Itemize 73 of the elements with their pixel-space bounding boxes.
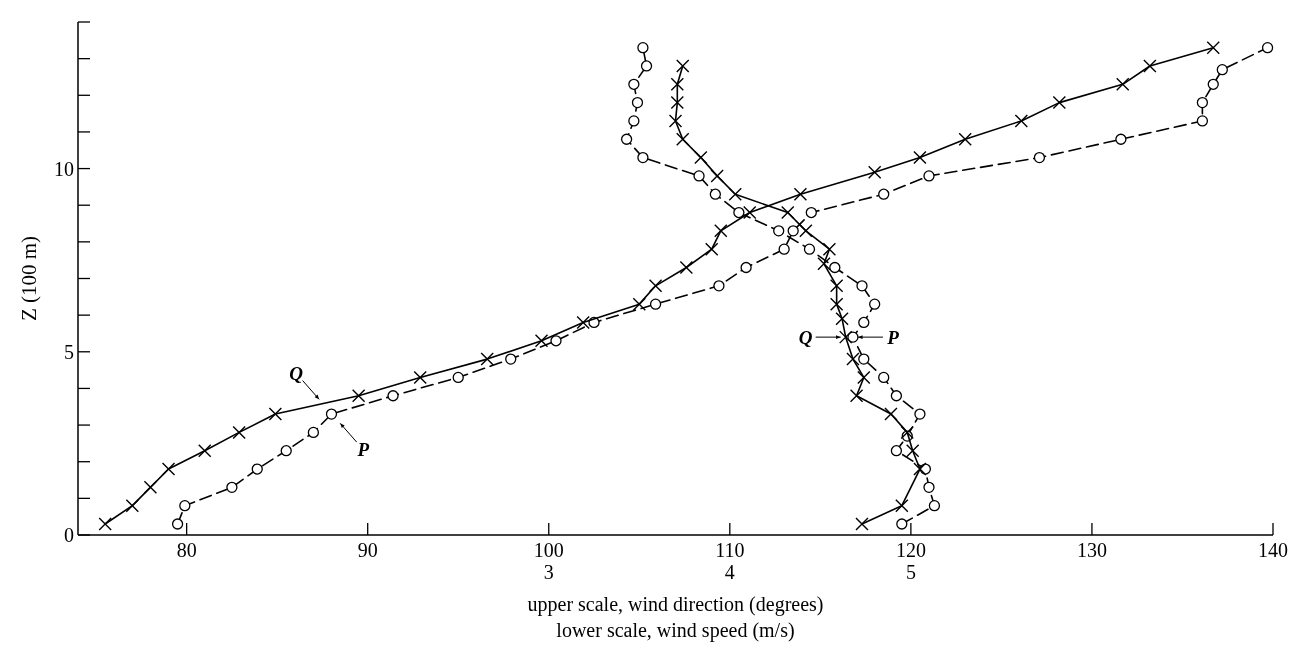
point bbox=[805, 206, 817, 219]
point bbox=[576, 315, 590, 330]
point bbox=[1196, 115, 1209, 127]
point bbox=[743, 205, 757, 220]
y-tick-label: 5 bbox=[64, 340, 74, 363]
point bbox=[740, 261, 752, 274]
point bbox=[1207, 78, 1219, 90]
point bbox=[251, 463, 263, 475]
x2-tick-label: 3 bbox=[543, 561, 554, 583]
point bbox=[125, 498, 140, 513]
point bbox=[98, 517, 112, 531]
point bbox=[867, 165, 882, 179]
point bbox=[1052, 95, 1067, 110]
point bbox=[161, 462, 176, 476]
point bbox=[913, 150, 927, 165]
x-tick-label: 100 bbox=[533, 539, 564, 561]
point bbox=[307, 426, 320, 439]
point bbox=[713, 280, 725, 292]
point bbox=[413, 370, 427, 385]
point bbox=[387, 390, 399, 402]
point bbox=[1115, 133, 1127, 145]
point bbox=[1143, 59, 1157, 73]
x-tick-label: 130 bbox=[1076, 539, 1107, 561]
y-tick-label: 10 bbox=[54, 157, 74, 180]
annotation: P bbox=[886, 326, 900, 348]
point bbox=[1261, 42, 1274, 54]
point bbox=[1196, 96, 1209, 109]
point bbox=[787, 225, 799, 237]
annotation: Q bbox=[289, 362, 304, 384]
point bbox=[649, 298, 662, 310]
point bbox=[878, 188, 890, 200]
y-axis-title: Z (100 m) bbox=[17, 235, 41, 322]
point bbox=[325, 408, 338, 420]
point bbox=[232, 425, 246, 440]
x-tick-label: 110 bbox=[715, 539, 745, 561]
point bbox=[480, 352, 494, 366]
x-tick-label: 140 bbox=[1258, 539, 1288, 561]
point bbox=[705, 242, 719, 256]
x2-axis-title: lower scale, wind speed (m/s) bbox=[556, 619, 795, 642]
point bbox=[1014, 114, 1029, 128]
point bbox=[679, 260, 694, 275]
point bbox=[778, 243, 790, 255]
point bbox=[505, 353, 517, 365]
x-axis-title: upper scale, wind direction (degrees) bbox=[527, 593, 824, 616]
point bbox=[198, 444, 212, 458]
x2-tick-label: 4 bbox=[724, 561, 735, 583]
point bbox=[714, 224, 728, 238]
annotation: Q bbox=[798, 326, 813, 348]
point bbox=[452, 371, 464, 384]
point bbox=[923, 170, 935, 182]
point bbox=[550, 335, 562, 347]
point bbox=[351, 389, 366, 403]
point bbox=[179, 500, 191, 512]
annotation: P bbox=[356, 439, 370, 461]
point bbox=[1206, 40, 1220, 55]
point bbox=[958, 132, 972, 146]
point bbox=[280, 445, 292, 457]
point bbox=[534, 334, 549, 348]
point bbox=[1216, 63, 1228, 76]
point bbox=[632, 297, 646, 311]
x-tick-label: 120 bbox=[895, 539, 926, 561]
x-tick-label: 80 bbox=[176, 539, 197, 561]
point bbox=[143, 480, 158, 495]
x2-tick-label: 5 bbox=[905, 561, 916, 583]
point bbox=[268, 407, 283, 421]
point bbox=[793, 187, 808, 201]
point bbox=[1116, 77, 1130, 91]
point bbox=[648, 279, 663, 293]
point bbox=[226, 481, 238, 494]
point bbox=[1033, 151, 1046, 164]
point bbox=[171, 518, 184, 530]
y-tick-label: 0 bbox=[64, 524, 74, 546]
x-tick-label: 90 bbox=[357, 539, 378, 561]
